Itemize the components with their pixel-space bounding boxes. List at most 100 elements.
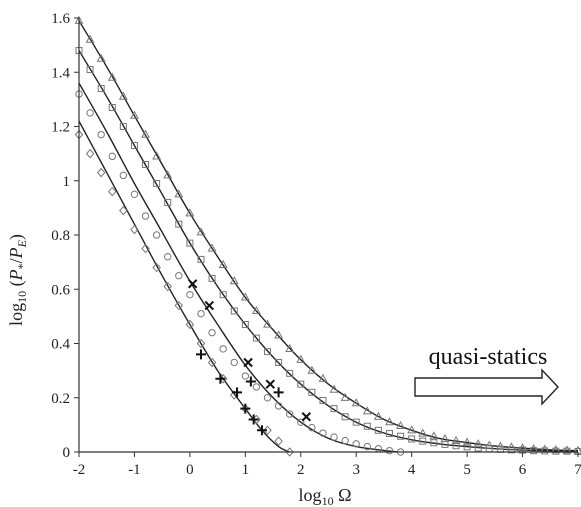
square-marker — [352, 418, 360, 426]
diamond-marker — [119, 205, 128, 216]
square-marker — [397, 432, 405, 440]
circle-marker — [308, 423, 316, 432]
y-tick-label: 0.2 — [51, 391, 70, 407]
x-marker — [265, 379, 275, 389]
square-marker — [142, 160, 150, 168]
square-marker — [219, 291, 227, 299]
circle-marker — [385, 446, 394, 455]
triangle-marker — [274, 330, 284, 339]
y-tick-label: 1.4 — [51, 65, 70, 81]
square-marker — [452, 442, 460, 450]
y-tick-label: 1.6 — [51, 11, 70, 27]
square-marker — [441, 440, 449, 448]
circle-marker — [285, 410, 294, 418]
square-marker — [275, 358, 283, 366]
plus-marker — [256, 425, 267, 436]
square-marker — [230, 307, 238, 315]
plus-marker — [273, 387, 284, 398]
square-marker — [175, 220, 183, 228]
triangle-marker — [285, 343, 295, 353]
square-marker — [208, 274, 216, 282]
circle-marker — [330, 433, 338, 441]
square-marker — [119, 123, 127, 130]
circle-marker — [219, 345, 227, 353]
square-marker — [552, 447, 560, 455]
circle-marker — [297, 418, 305, 426]
square-marker — [463, 443, 471, 451]
circle-marker — [319, 429, 327, 437]
diamond-marker — [207, 357, 217, 368]
circle-marker — [363, 442, 372, 451]
quasi-statics-annotation: quasi-statics — [429, 344, 548, 370]
triangle-marker — [163, 170, 173, 179]
triangle-marker — [385, 417, 394, 426]
square-marker — [319, 396, 327, 404]
triangle-marker — [229, 276, 239, 285]
triangle-marker — [107, 72, 117, 81]
circle-marker — [141, 212, 150, 220]
plus-marker — [245, 376, 256, 387]
triangle-marker — [340, 392, 350, 401]
circle-marker — [252, 383, 261, 391]
fit-curve-1 — [78, 20, 579, 452]
triangle-marker — [307, 365, 317, 374]
plus-marker — [232, 387, 243, 398]
x-tick-label: 1 — [242, 462, 250, 478]
plus-marker — [215, 373, 226, 384]
x-tick-label: 5 — [463, 462, 471, 478]
diamond-marker — [274, 436, 283, 446]
triangle-marker — [96, 53, 106, 62]
triangle-marker — [218, 259, 228, 268]
x-tick-label: 3 — [352, 462, 360, 478]
square-marker — [197, 255, 205, 263]
plus-marker — [248, 414, 259, 425]
triangle-marker — [351, 398, 361, 407]
square-marker — [330, 405, 338, 413]
square-marker — [408, 435, 416, 443]
triangle-marker — [473, 439, 483, 448]
circle-marker — [274, 402, 283, 410]
triangle-marker — [85, 34, 95, 43]
circle-marker — [164, 253, 172, 261]
triangle-marker — [152, 151, 162, 160]
square-marker — [308, 388, 316, 396]
circle-marker — [230, 358, 238, 367]
square-marker — [341, 413, 349, 421]
triangle-marker — [407, 425, 417, 434]
x-tick-label: 7 — [574, 462, 581, 478]
triangle-marker — [418, 428, 428, 437]
triangle-marker — [462, 437, 472, 446]
triangle-marker — [263, 319, 272, 328]
y-tick-label: 1.2 — [51, 120, 70, 136]
circle-marker — [108, 152, 116, 161]
y-tick-label: 0.6 — [51, 282, 70, 298]
axes: 0 0.2 0.4 0.6 0.8 1 1.2 1.4 1.6 -2 -1 0 1 2 3 4 5 6 7 — [51, 11, 581, 478]
x-tick-label: -2 — [73, 462, 86, 478]
triangle-marker — [373, 411, 383, 420]
x-marker — [204, 300, 215, 311]
triangle-marker — [251, 305, 261, 315]
square-marker — [430, 439, 438, 447]
diamond-marker — [196, 338, 206, 349]
circle-marker — [119, 171, 128, 180]
circle-marker — [186, 290, 194, 299]
circle-marker — [152, 231, 161, 239]
y-tick-label: 0.8 — [51, 228, 70, 244]
diamond-marker — [174, 300, 184, 311]
diamond-marker — [185, 319, 195, 330]
plus-marker — [240, 403, 251, 414]
y-tick-label: 0.4 — [51, 337, 70, 353]
diamond-marker — [96, 167, 106, 178]
square-marker — [264, 348, 272, 356]
circle-marker — [130, 190, 139, 199]
diamond-marker — [85, 148, 95, 159]
circle-marker — [241, 372, 250, 380]
triangle-marker — [429, 431, 439, 440]
x-axis-label: log10 Ω — [299, 485, 352, 507]
square-marker — [419, 437, 427, 445]
circle-marker — [374, 445, 383, 453]
square-marker — [385, 430, 393, 438]
triangle-marker — [562, 445, 572, 454]
fit-curve-2 — [78, 50, 579, 453]
